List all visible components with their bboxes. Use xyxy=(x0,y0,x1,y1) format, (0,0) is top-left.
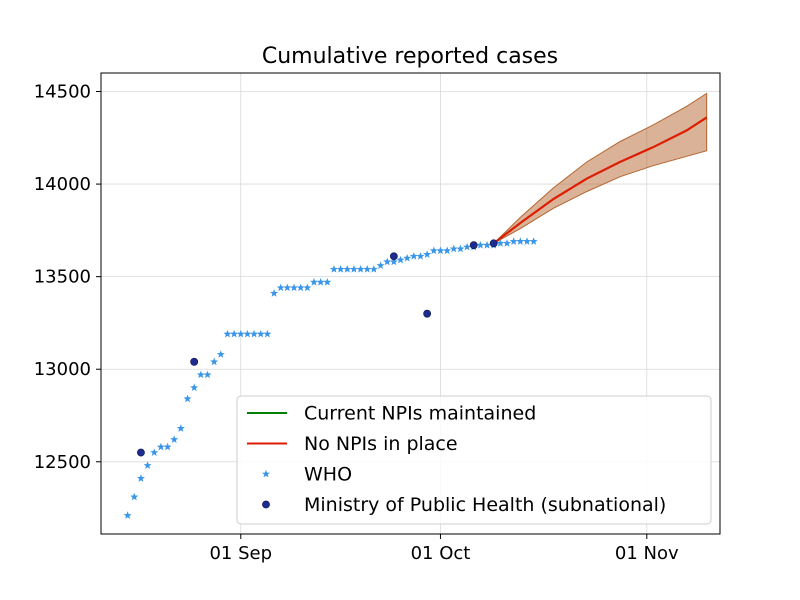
series-line xyxy=(493,116,708,245)
who-point xyxy=(463,242,472,251)
who-point xyxy=(130,492,139,501)
who-point xyxy=(323,278,332,286)
y-axis: 12500 13000 13500 14000 14500 xyxy=(34,82,101,473)
who-point xyxy=(329,265,338,273)
y-tick-label: 13500 xyxy=(34,267,91,288)
who-point xyxy=(150,448,159,456)
who-point xyxy=(170,435,179,443)
ministry-point xyxy=(137,448,145,457)
data-points xyxy=(123,237,538,519)
ministry-point xyxy=(389,252,398,261)
who-point xyxy=(443,246,452,255)
y-tick-label: 13000 xyxy=(34,359,91,380)
who-point xyxy=(196,370,205,379)
who-point xyxy=(163,442,172,451)
who-point xyxy=(509,237,518,245)
legend-circle-swatch xyxy=(262,500,270,509)
who-point xyxy=(283,283,292,292)
who-point xyxy=(190,383,199,392)
who-point xyxy=(396,255,405,264)
ministry-point xyxy=(423,309,432,318)
chart-title: Cumulative reported cases xyxy=(262,44,558,69)
who-point xyxy=(250,329,259,338)
who-point xyxy=(270,289,279,297)
who-point xyxy=(369,265,378,273)
who-point xyxy=(376,261,385,269)
who-point xyxy=(316,278,325,286)
confidence-band xyxy=(493,92,708,244)
legend-box xyxy=(236,395,712,525)
who-point xyxy=(476,240,485,249)
who-point xyxy=(349,265,358,273)
who-point xyxy=(449,244,458,253)
who-point xyxy=(216,350,225,358)
who-point xyxy=(423,250,432,258)
who-point xyxy=(356,265,365,273)
who-point xyxy=(383,257,392,266)
x-tick-label: 01 Oct xyxy=(411,543,471,564)
y-tick-label: 14500 xyxy=(34,82,91,103)
who-point xyxy=(276,283,285,292)
who-point xyxy=(503,239,512,247)
who-point xyxy=(436,246,445,255)
legend-label: WHO xyxy=(304,464,352,486)
legend: Current NPIs maintained No NPIs in place W… xyxy=(236,395,712,525)
who-point xyxy=(243,329,252,338)
ministry-point xyxy=(190,357,199,366)
who-point xyxy=(136,474,145,482)
who-point xyxy=(516,237,525,245)
legend-label: Current NPIs maintained xyxy=(304,403,536,425)
y-tick-label: 14000 xyxy=(34,174,91,195)
who-point xyxy=(290,283,299,292)
who-point xyxy=(123,511,132,519)
series-lines xyxy=(493,116,708,245)
who-point xyxy=(343,265,352,273)
who-point xyxy=(416,252,425,260)
who-point xyxy=(263,329,272,338)
y-tick-label: 12500 xyxy=(34,452,91,473)
who-point xyxy=(236,329,245,338)
who-point xyxy=(483,240,492,249)
who-point xyxy=(522,237,531,245)
legend-label: Ministry of Public Health (subnational) xyxy=(304,494,666,516)
x-axis: 01 Sep 01 Oct 01 Nov xyxy=(209,534,679,564)
who-point xyxy=(223,329,232,338)
ministry-point xyxy=(469,241,478,250)
legend-label: No NPIs in place xyxy=(304,433,458,455)
who-point xyxy=(303,283,312,292)
who-point xyxy=(176,424,185,432)
who-point xyxy=(389,257,398,266)
who-point xyxy=(296,283,305,292)
confidence-band-area xyxy=(493,92,708,244)
who-point xyxy=(429,246,438,255)
who-point xyxy=(456,244,465,253)
ministry-point xyxy=(489,239,498,248)
x-tick-label: 01 Sep xyxy=(209,543,272,564)
legend-star-swatch xyxy=(262,469,270,478)
who-point xyxy=(529,237,538,245)
who-point xyxy=(336,265,345,273)
who-point xyxy=(230,329,239,338)
who-point xyxy=(143,461,152,469)
who-point xyxy=(403,253,412,262)
who-point xyxy=(309,278,318,286)
who-point xyxy=(256,329,265,338)
who-point xyxy=(203,370,212,379)
who-point xyxy=(363,265,372,273)
who-point xyxy=(409,252,418,260)
who-point xyxy=(496,239,505,247)
who-point xyxy=(156,442,165,451)
who-point xyxy=(183,394,192,403)
plot-frame xyxy=(100,72,721,535)
who-point xyxy=(210,357,219,366)
x-tick-label: 01 Nov xyxy=(615,543,679,564)
